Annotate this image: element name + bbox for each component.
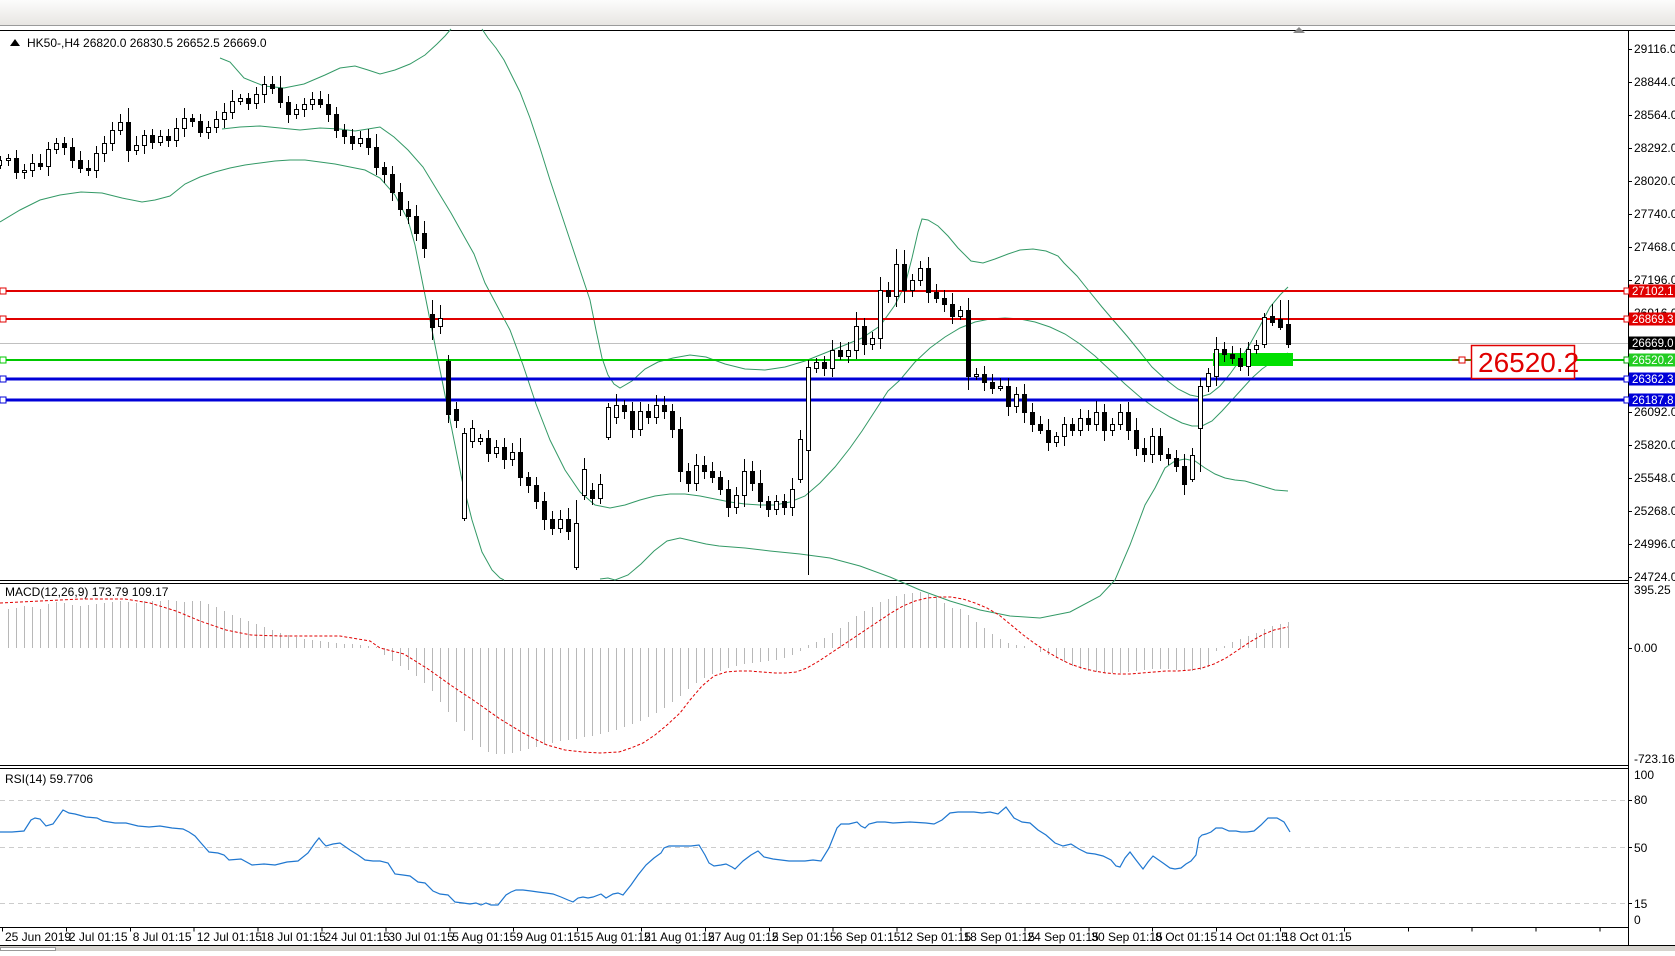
svg-text:25 Jun 2019: 25 Jun 2019	[5, 930, 71, 944]
svg-text:24 Sep 01:15: 24 Sep 01:15	[1027, 930, 1099, 944]
svg-text:50: 50	[1634, 841, 1648, 855]
svg-text:26520.2: 26520.2	[1632, 355, 1674, 367]
svg-text:28292.0: 28292.0	[1634, 141, 1675, 155]
svg-text:0: 0	[1634, 913, 1641, 927]
svg-text:30 Sep 01:15: 30 Sep 01:15	[1091, 930, 1163, 944]
svg-text:27740.0: 27740.0	[1634, 207, 1675, 221]
svg-text:MACD(12,26,9) 173.79 109.17: MACD(12,26,9) 173.79 109.17	[5, 585, 169, 599]
svg-text:26869.3: 26869.3	[1632, 314, 1674, 326]
svg-text:27468.0: 27468.0	[1634, 240, 1675, 254]
svg-text:24996.0: 24996.0	[1634, 537, 1675, 551]
svg-text:27102.1: 27102.1	[1632, 286, 1674, 298]
svg-text:28020.0: 28020.0	[1634, 174, 1675, 188]
svg-text:26187.8: 26187.8	[1632, 395, 1674, 407]
svg-text:0.00: 0.00	[1634, 641, 1658, 655]
svg-text:18 Oct 01:15: 18 Oct 01:15	[1283, 930, 1352, 944]
svg-text:18 Sep 01:15: 18 Sep 01:15	[964, 930, 1036, 944]
svg-text:21 Aug 01:15: 21 Aug 01:15	[644, 930, 715, 944]
svg-text:27 Aug 01:15: 27 Aug 01:15	[708, 930, 779, 944]
svg-text:26520.2: 26520.2	[1478, 347, 1579, 378]
svg-text:6 Sep 01:15: 6 Sep 01:15	[836, 930, 901, 944]
svg-text:80: 80	[1634, 793, 1648, 807]
svg-text:2 Jul 01:15: 2 Jul 01:15	[69, 930, 128, 944]
svg-text:25820.0: 25820.0	[1634, 438, 1675, 452]
svg-text:HK50-,H4 26820.0 26830.5 2665: HK50-,H4 26820.0 26830.5 26652.5 26669.0	[27, 36, 267, 50]
svg-text:9 Aug 01:15: 9 Aug 01:15	[516, 930, 580, 944]
svg-text:395.25: 395.25	[1634, 583, 1671, 597]
svg-text:29116.0: 29116.0	[1634, 42, 1675, 56]
svg-text:14 Oct 01:15: 14 Oct 01:15	[1219, 930, 1288, 944]
svg-text:RSI(14) 59.7706: RSI(14) 59.7706	[5, 772, 93, 786]
svg-text:30 Jul 01:15: 30 Jul 01:15	[388, 930, 454, 944]
svg-text:26092.0: 26092.0	[1634, 405, 1675, 419]
svg-text:27196.0: 27196.0	[1634, 273, 1675, 287]
svg-text:24 Jul 01:15: 24 Jul 01:15	[325, 930, 391, 944]
svg-text:25548.0: 25548.0	[1634, 471, 1675, 485]
svg-text:8 Jul 01:15: 8 Jul 01:15	[133, 930, 192, 944]
svg-text:12 Sep 01:15: 12 Sep 01:15	[900, 930, 972, 944]
svg-text:25268.0: 25268.0	[1634, 504, 1675, 518]
svg-text:100: 100	[1634, 768, 1654, 782]
svg-text:12 Jul 01:15: 12 Jul 01:15	[197, 930, 263, 944]
svg-text:5 Aug 01:15: 5 Aug 01:15	[452, 930, 516, 944]
svg-text:15 Aug 01:15: 15 Aug 01:15	[580, 930, 651, 944]
svg-text:28564.0: 28564.0	[1634, 108, 1675, 122]
svg-text:2 Sep 01:15: 2 Sep 01:15	[772, 930, 837, 944]
svg-text:28844.0: 28844.0	[1634, 75, 1675, 89]
svg-text:26669.0: 26669.0	[1632, 338, 1674, 350]
svg-text:26362.3: 26362.3	[1632, 374, 1674, 386]
svg-text:-723.16: -723.16	[1634, 752, 1675, 766]
svg-text:8 Oct 01:15: 8 Oct 01:15	[1155, 930, 1217, 944]
svg-text:18 Jul 01:15: 18 Jul 01:15	[261, 930, 327, 944]
svg-text:24724.0: 24724.0	[1634, 570, 1675, 584]
svg-text:15: 15	[1634, 897, 1648, 911]
